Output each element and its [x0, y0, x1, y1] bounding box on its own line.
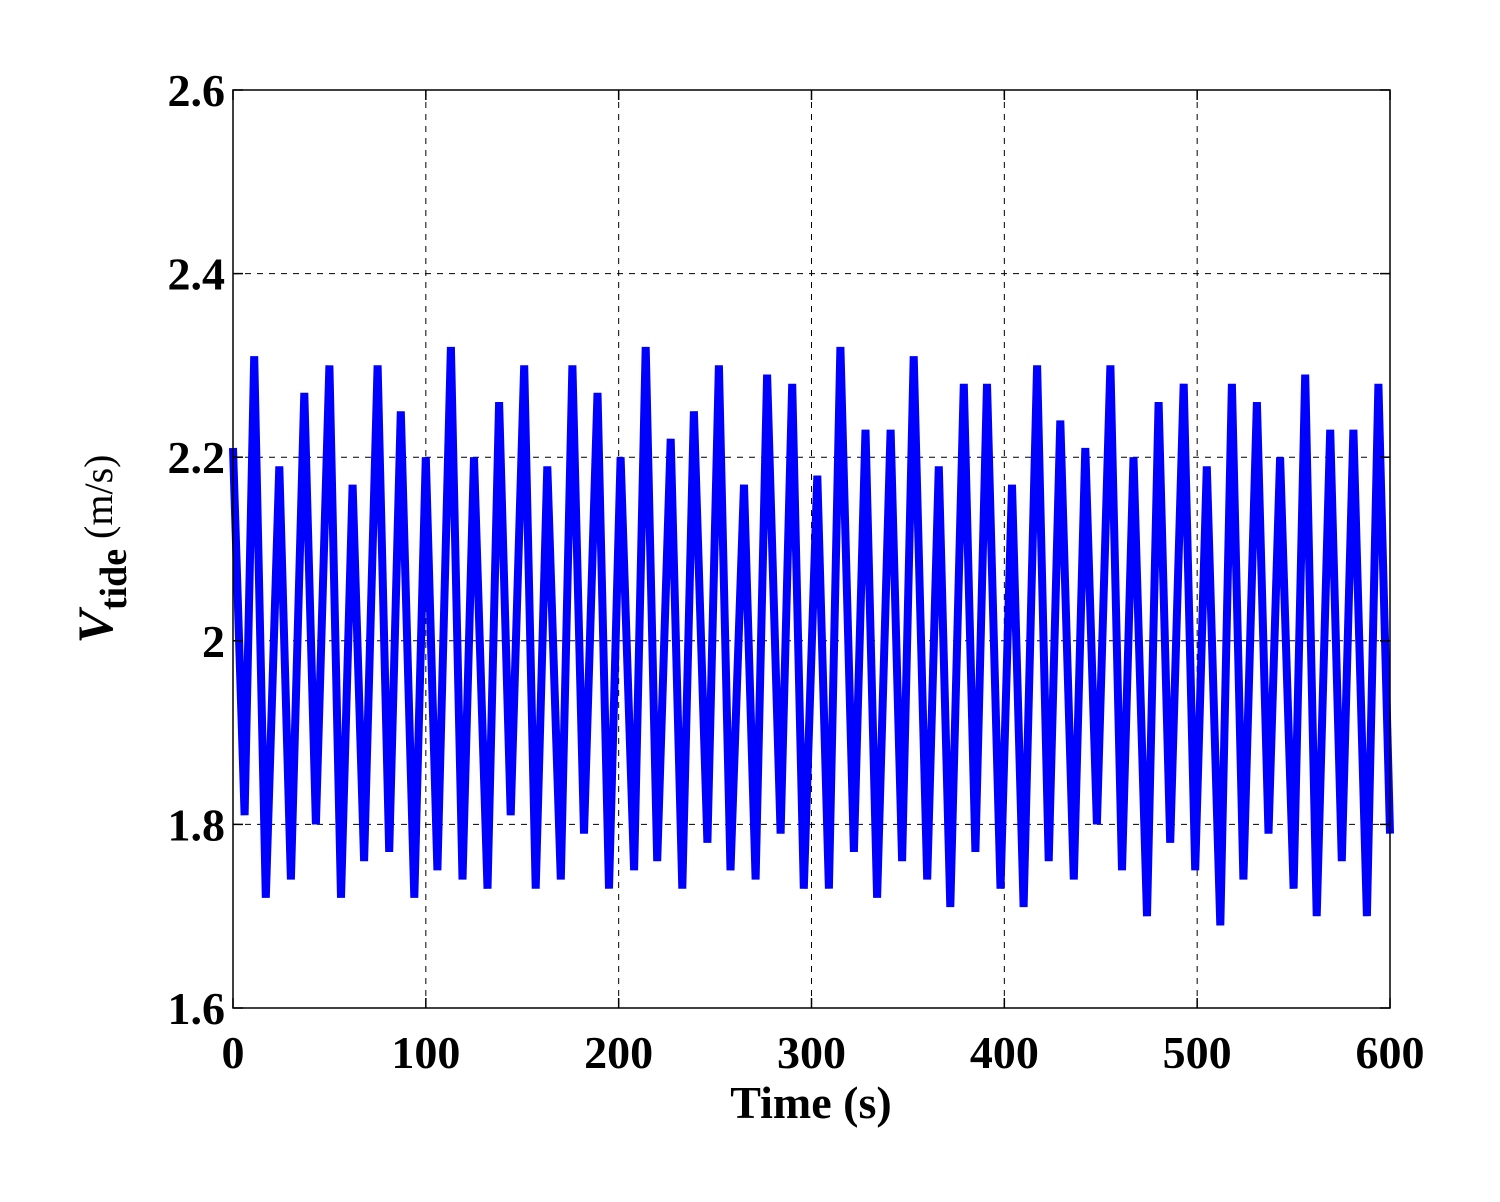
y-tick-label: 1.8 — [168, 799, 226, 850]
y-tick-label: 2.6 — [168, 65, 226, 116]
y-tick-label: 2 — [202, 616, 225, 667]
tick-labels: 0 100 200 300 400 500 600 1.6 1.8 2 2.2 2.4 2.6 — [168, 65, 1425, 1078]
series-layer — [229, 346, 1394, 926]
x-axis-title: Time (s) — [730, 1077, 891, 1128]
ticks — [232, 89, 1391, 1009]
x-tick-label: 600 — [1356, 1027, 1425, 1078]
svg-text:Vtide(m/s): Vtide (m/s) — [67, 454, 135, 643]
y-axis-title: Vtide (m/s) — [67, 454, 135, 643]
x-tick-label: 300 — [777, 1027, 846, 1078]
x-tick-label: 500 — [1163, 1027, 1232, 1078]
x-tick-label: 100 — [391, 1027, 460, 1078]
x-tick-label: 200 — [584, 1027, 653, 1078]
y-tick-label: 2.2 — [168, 432, 226, 483]
y-tick-label: 1.6 — [168, 983, 226, 1034]
y-axis-subscript: tide — [93, 549, 135, 610]
series-line — [229, 346, 1394, 926]
x-tick-label: 400 — [970, 1027, 1039, 1078]
y-axis-symbol: V — [67, 607, 123, 644]
y-tick-label: 2.4 — [168, 249, 226, 300]
x-tick-label: 0 — [222, 1027, 245, 1078]
y-axis-unit: (m/s) — [76, 454, 121, 538]
